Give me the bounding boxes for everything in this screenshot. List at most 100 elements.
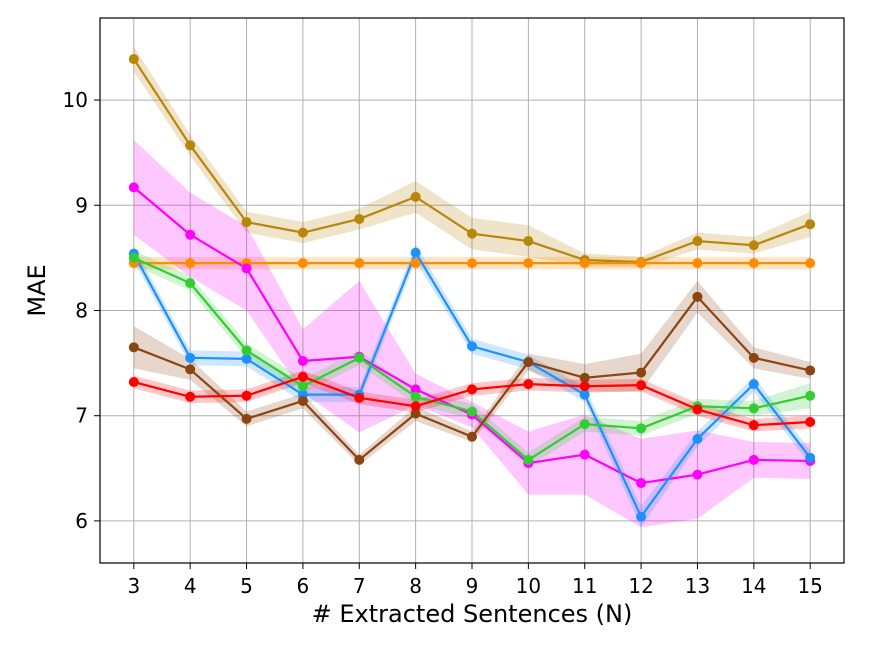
point-magenta bbox=[185, 229, 196, 240]
point-green bbox=[748, 403, 759, 414]
band-green bbox=[133, 250, 811, 468]
point-red bbox=[185, 391, 196, 402]
point-green bbox=[636, 423, 647, 434]
point-gold bbox=[410, 191, 421, 202]
point-magenta bbox=[128, 182, 139, 193]
y-tick-label: 10 bbox=[63, 88, 88, 112]
point-brown bbox=[297, 395, 308, 406]
point-brown bbox=[467, 431, 477, 442]
x-tick-label: 5 bbox=[240, 574, 253, 598]
point-blue bbox=[579, 389, 590, 400]
point-red bbox=[128, 377, 139, 388]
point-orange bbox=[805, 258, 816, 269]
point-red bbox=[579, 381, 590, 392]
band-magenta bbox=[133, 140, 811, 528]
point-red bbox=[410, 401, 421, 412]
point-magenta bbox=[748, 454, 759, 465]
point-green bbox=[805, 390, 816, 401]
x-tick-label: 10 bbox=[516, 574, 541, 598]
x-tick-label: 8 bbox=[409, 574, 422, 598]
point-gold bbox=[241, 217, 252, 228]
point-green bbox=[579, 419, 590, 430]
point-magenta bbox=[410, 384, 421, 395]
point-gold bbox=[128, 54, 139, 65]
point-red bbox=[241, 390, 252, 401]
point-green bbox=[354, 352, 365, 363]
point-blue bbox=[692, 433, 703, 444]
point-magenta bbox=[579, 449, 590, 460]
x-tick-label: 3 bbox=[127, 574, 140, 598]
point-orange bbox=[354, 258, 365, 269]
y-axis-label: MAE bbox=[23, 264, 51, 316]
point-orange bbox=[579, 258, 590, 269]
point-brown bbox=[354, 454, 365, 465]
point-green bbox=[467, 406, 477, 417]
point-gold bbox=[297, 227, 308, 238]
point-blue bbox=[805, 452, 816, 463]
point-brown bbox=[410, 408, 421, 419]
point-magenta bbox=[297, 355, 308, 366]
point-red bbox=[805, 417, 816, 428]
point-magenta bbox=[692, 469, 703, 480]
x-tick-label: 9 bbox=[466, 574, 479, 598]
y-tick-label: 9 bbox=[75, 193, 88, 217]
point-red bbox=[297, 371, 308, 382]
point-blue bbox=[241, 353, 252, 364]
point-red bbox=[692, 404, 703, 415]
point-green bbox=[410, 391, 421, 402]
point-green bbox=[523, 454, 534, 465]
point-orange bbox=[185, 258, 196, 269]
point-red bbox=[354, 392, 365, 403]
y-tick-label: 7 bbox=[75, 404, 88, 428]
point-blue bbox=[467, 341, 477, 352]
point-magenta bbox=[241, 263, 252, 274]
x-tick-label: 14 bbox=[741, 574, 766, 598]
point-brown bbox=[805, 365, 816, 376]
point-orange bbox=[692, 258, 703, 269]
point-blue bbox=[185, 352, 196, 363]
point-green bbox=[241, 345, 252, 356]
x-tick-label: 13 bbox=[685, 574, 710, 598]
point-green bbox=[128, 252, 139, 263]
point-gold bbox=[805, 219, 816, 230]
point-orange bbox=[636, 258, 647, 269]
point-orange bbox=[297, 258, 308, 269]
point-magenta bbox=[636, 478, 647, 489]
axis-ticks: 3 4 5 6 7 8 9 10 11 12 13 14 15 6 7 8 9 10 bbox=[63, 88, 823, 598]
point-orange bbox=[748, 258, 759, 269]
point-brown bbox=[748, 352, 759, 363]
point-green bbox=[297, 381, 308, 392]
point-red bbox=[523, 379, 534, 390]
grid bbox=[100, 18, 844, 563]
point-brown bbox=[636, 367, 647, 378]
point-blue bbox=[410, 247, 421, 258]
point-orange bbox=[467, 258, 477, 269]
x-tick-label: 7 bbox=[353, 574, 366, 598]
point-brown bbox=[241, 413, 252, 424]
point-red bbox=[636, 380, 647, 391]
point-blue bbox=[748, 379, 759, 390]
point-brown bbox=[692, 291, 703, 302]
x-tick-label: 11 bbox=[572, 574, 597, 598]
y-tick-label: 8 bbox=[75, 298, 88, 322]
y-tick-label: 6 bbox=[75, 509, 88, 533]
point-red bbox=[748, 420, 759, 431]
x-tick-label: 15 bbox=[797, 574, 822, 598]
point-brown bbox=[579, 372, 590, 383]
point-green bbox=[185, 278, 196, 289]
point-blue bbox=[636, 511, 647, 522]
series-markers bbox=[128, 54, 816, 522]
point-gold bbox=[523, 236, 534, 247]
point-brown bbox=[128, 342, 139, 353]
x-tick-label: 6 bbox=[297, 574, 310, 598]
x-tick-label: 12 bbox=[628, 574, 653, 598]
point-brown bbox=[523, 357, 534, 368]
point-gold bbox=[748, 240, 759, 251]
x-tick-label: 4 bbox=[184, 574, 197, 598]
point-gold bbox=[185, 140, 196, 151]
point-orange bbox=[410, 258, 421, 269]
x-axis-label: # Extracted Sentences (N) bbox=[312, 600, 633, 628]
point-gold bbox=[692, 236, 703, 247]
point-orange bbox=[523, 258, 534, 269]
